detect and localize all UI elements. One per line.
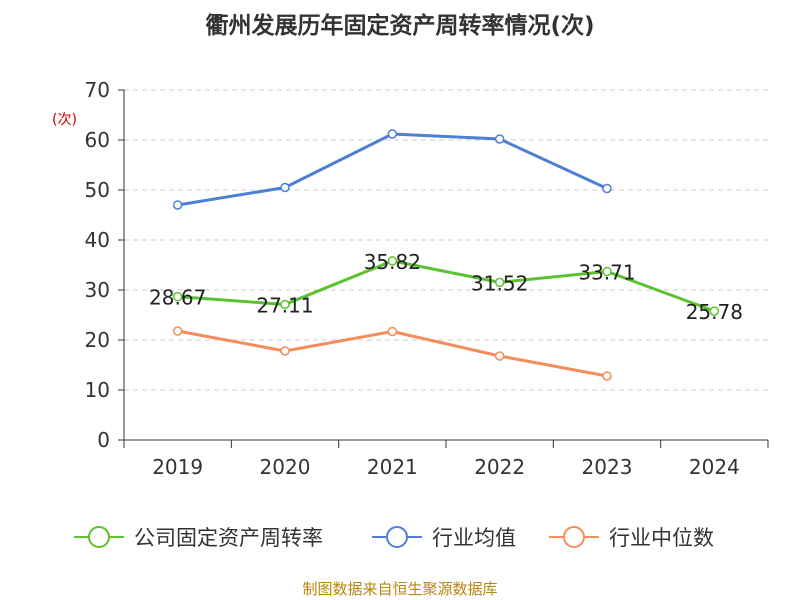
x-tick-label: 2023: [582, 455, 633, 479]
data-point: [172, 200, 183, 210]
data-label: 31.52: [471, 271, 528, 295]
legend-marker: [88, 526, 110, 548]
data-point: [494, 277, 505, 288]
x-tick-label: 2021: [367, 455, 418, 479]
y-tick-label: 40: [85, 228, 110, 252]
data-point: [387, 129, 398, 139]
data-label: 33.71: [578, 260, 635, 284]
series-line: [177, 132, 608, 207]
data-point: [602, 183, 612, 194]
y-tick-label: 10: [85, 378, 110, 402]
y-axis-label: (次): [52, 112, 77, 128]
series-line: [177, 259, 715, 313]
data-point: [494, 351, 505, 361]
x-tick-label: 2019: [152, 455, 203, 479]
legend-label: 行业均值: [432, 526, 516, 550]
data-source-note: 制图数据来自恒生聚源数据库: [302, 580, 498, 598]
data-point: [280, 299, 290, 310]
data-label: 27.11: [256, 293, 313, 317]
data-point: [172, 326, 183, 336]
y-tick-label: 0: [97, 428, 110, 452]
x-tick-label: 2024: [689, 455, 740, 479]
legend-marker: [563, 526, 585, 548]
x-tick-label: 2020: [260, 455, 311, 479]
series-line: [177, 329, 608, 378]
x-tick-label: 2022: [474, 455, 525, 479]
chart-title: 衢州发展历年固定资产周转率情况(次): [205, 13, 595, 39]
y-tick-label: 50: [85, 178, 110, 202]
data-point: [280, 346, 290, 356]
data-point: [709, 306, 720, 316]
legend-label: 行业中位数: [609, 526, 714, 550]
data-point: [602, 371, 612, 381]
data-label: 25.78: [686, 300, 743, 324]
y-tick-label: 20: [85, 328, 110, 352]
data-label: 28.67: [149, 286, 206, 310]
data-point: [387, 256, 398, 266]
data-point: [172, 291, 183, 302]
legend-label: 公司固定资产周转率: [134, 526, 323, 550]
y-tick-label: 70: [85, 78, 110, 102]
data-point: [602, 266, 612, 277]
data-point: [280, 182, 290, 193]
y-tick-label: 30: [85, 278, 110, 302]
data-point: [387, 326, 398, 337]
data-point: [494, 134, 505, 144]
legend-marker: [386, 526, 408, 548]
data-label: 35.82: [364, 250, 421, 274]
y-tick-label: 60: [85, 128, 110, 152]
